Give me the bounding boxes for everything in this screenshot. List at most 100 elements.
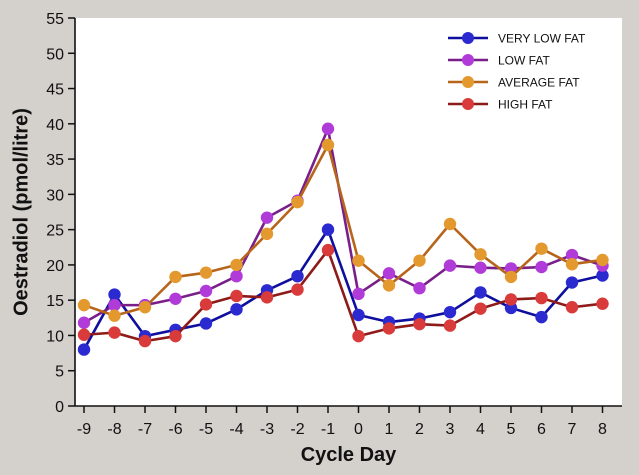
y-tick-label: 15: [46, 293, 64, 310]
data-point-very-low-fat: [474, 286, 487, 299]
x-tick-label: 1: [385, 421, 394, 438]
x-axis-title: Cycle Day: [301, 444, 397, 466]
legend-marker: [462, 98, 474, 110]
data-point-very-low-fat: [108, 288, 121, 301]
data-point-low-fat: [77, 316, 91, 329]
data-point-high-fat: [138, 334, 152, 348]
data-point-low-fat: [230, 269, 243, 283]
data-point-average-fat: [321, 138, 335, 152]
data-point-low-fat: [535, 260, 548, 274]
data-point-high-fat: [291, 283, 304, 296]
data-point-average-fat: [352, 254, 365, 267]
data-point-average-fat: [596, 253, 609, 267]
data-point-average-fat: [413, 254, 426, 267]
data-point-average-fat: [443, 217, 457, 231]
y-tick-label: 20: [46, 258, 64, 275]
y-tick-label: 10: [46, 328, 64, 345]
data-point-high-fat: [413, 317, 426, 331]
data-point-high-fat: [535, 291, 548, 305]
legend-label: AVERAGE FAT: [498, 76, 580, 90]
data-point-high-fat: [77, 328, 91, 341]
y-tick-label: 25: [46, 223, 64, 240]
x-tick-label: 3: [446, 421, 455, 438]
y-tick-label: 0: [55, 399, 64, 416]
plot-area: [75, 18, 622, 406]
legend-label: HIGH FAT: [498, 98, 553, 112]
series-group: [77, 122, 609, 356]
data-point-high-fat: [169, 329, 182, 343]
x-tick-label: -8: [107, 421, 121, 438]
series-high-fat: [77, 243, 609, 348]
x-tick-label: -2: [290, 421, 304, 438]
x-tick-label: -5: [199, 421, 213, 438]
data-point-high-fat: [504, 293, 518, 306]
data-point-average-fat: [108, 309, 121, 322]
data-point-average-fat: [504, 270, 518, 284]
data-point-high-fat: [596, 297, 609, 310]
y-tick-label: 55: [46, 11, 64, 28]
data-point-high-fat: [565, 301, 579, 314]
x-tick-label: 7: [568, 421, 577, 438]
data-point-average-fat: [169, 270, 182, 284]
data-point-average-fat: [230, 258, 243, 272]
x-tick-label: 6: [537, 421, 546, 438]
legend-marker: [462, 54, 474, 66]
y-tick-label: 50: [46, 46, 64, 63]
data-point-low-fat: [474, 261, 487, 274]
data-point-high-fat: [199, 298, 213, 311]
data-point-high-fat: [382, 322, 396, 335]
data-point-average-fat: [291, 195, 304, 209]
x-tick-label: -4: [229, 421, 243, 438]
data-point-average-fat: [382, 279, 396, 292]
data-point-very-low-fat: [443, 305, 457, 319]
legend: VERY LOW FAT LOW FAT AVERAGE FAT HIGH FAT: [448, 32, 586, 112]
series-line-average-fat: [83, 143, 603, 318]
y-tick-label: 40: [46, 117, 64, 134]
data-point-very-low-fat: [565, 276, 579, 289]
y-tick-label: 5: [55, 364, 64, 381]
x-tick-label: 0: [354, 421, 363, 438]
x-tick-label: 4: [476, 421, 485, 438]
x-tick-label: -7: [138, 421, 152, 438]
data-point-low-fat: [260, 211, 274, 224]
data-point-very-low-fat: [596, 269, 609, 282]
data-point-average-fat: [474, 248, 487, 261]
legend-item-average-fat: AVERAGE FAT: [448, 76, 580, 90]
data-point-average-fat: [77, 298, 91, 312]
data-point-low-fat: [169, 292, 182, 305]
data-point-average-fat: [565, 258, 579, 271]
legend-item-high-fat: HIGH FAT: [448, 98, 553, 112]
data-point-low-fat: [565, 248, 579, 262]
data-point-low-fat: [199, 284, 213, 298]
y-tick-label: 35: [46, 152, 64, 169]
data-point-very-low-fat: [535, 310, 548, 324]
x-tick-label: -9: [77, 421, 91, 438]
data-point-average-fat: [199, 266, 213, 279]
data-point-very-low-fat: [230, 303, 243, 316]
x-tick-label: -3: [260, 421, 274, 438]
legend-label: VERY LOW FAT: [498, 32, 586, 46]
y-axis-title: Oestradiol (pmol/litre): [10, 108, 32, 316]
y-tick-label: 45: [46, 82, 64, 99]
data-point-low-fat: [352, 287, 365, 301]
legend-label: LOW FAT: [498, 54, 550, 68]
data-point-low-fat: [413, 281, 426, 295]
x-tick-label: -6: [168, 421, 182, 438]
data-point-very-low-fat: [291, 269, 304, 283]
data-point-high-fat: [352, 329, 365, 343]
data-point-low-fat: [443, 259, 457, 272]
data-point-high-fat: [474, 302, 487, 315]
data-point-low-fat: [382, 267, 396, 280]
series-average-fat: [77, 138, 609, 322]
data-point-very-low-fat: [352, 308, 365, 322]
x-tick-label: 8: [598, 421, 607, 438]
legend-marker: [462, 32, 474, 44]
legend-item-low-fat: LOW FAT: [448, 54, 550, 68]
data-point-very-low-fat: [199, 317, 213, 330]
data-point-high-fat: [230, 289, 243, 303]
x-tick-label: 5: [507, 421, 516, 438]
legend-marker: [462, 76, 474, 88]
data-point-low-fat: [321, 122, 335, 135]
data-point-average-fat: [260, 227, 274, 241]
